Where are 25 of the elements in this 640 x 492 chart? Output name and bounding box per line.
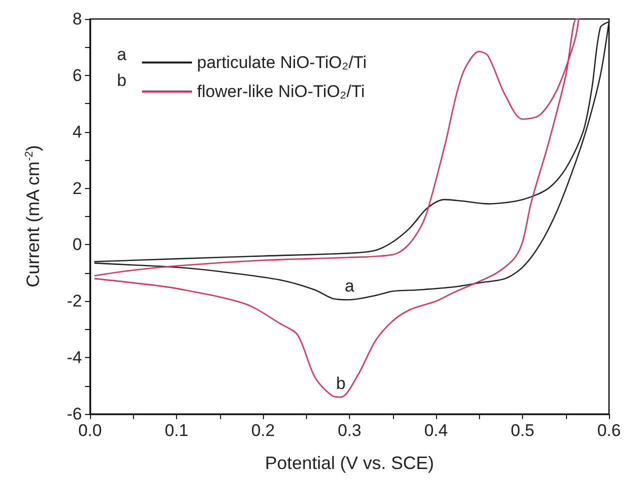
line-series [94, 18, 580, 398]
legend-label: particulate NiO-TiO₂/Ti [197, 53, 367, 72]
annotation: a [117, 45, 127, 64]
y-tick-label: -6 [66, 404, 82, 424]
y-tick-label: -4 [66, 348, 82, 368]
annotation: b [117, 71, 126, 90]
y-tick-label: -2 [66, 292, 82, 311]
x-tick-label: 0.5 [510, 421, 534, 440]
x-axis-title: Potential (V vs. SCE) [264, 453, 434, 473]
y-tick-label: 2 [72, 178, 82, 198]
x-tick-label: 0.6 [597, 421, 621, 440]
x-tick-label: 0.4 [424, 421, 448, 440]
x-tick-label: 0.0 [78, 421, 102, 440]
legend-label: flower-like NiO-TiO₂/Ti [197, 82, 365, 101]
x-tick-label: 0.3 [338, 421, 362, 440]
x-tick-label: 0.1 [164, 421, 188, 440]
y-axis-title: Current (mA cm-2) [23, 145, 43, 288]
line-series [94, 21, 610, 300]
annotation: a [344, 276, 355, 296]
x-tick-label: 0.2 [251, 421, 275, 440]
y-tick-label: 8 [72, 10, 82, 28]
y-tick-label: 0 [72, 235, 82, 254]
y-tick-label: 6 [72, 66, 82, 85]
y-tick-label: 4 [72, 122, 82, 142]
annotation: b [336, 374, 346, 394]
